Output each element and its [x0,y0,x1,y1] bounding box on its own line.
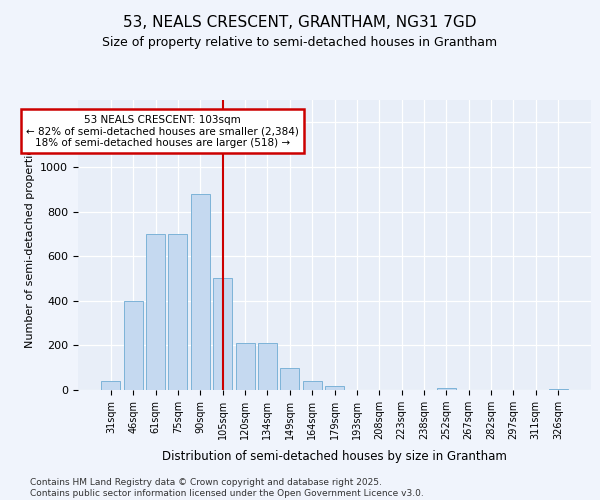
Text: 53 NEALS CRESCENT: 103sqm
← 82% of semi-detached houses are smaller (2,384)
18% : 53 NEALS CRESCENT: 103sqm ← 82% of semi-… [26,114,299,148]
Y-axis label: Number of semi-detached properties: Number of semi-detached properties [25,142,35,348]
Text: 53, NEALS CRESCENT, GRANTHAM, NG31 7GD: 53, NEALS CRESCENT, GRANTHAM, NG31 7GD [123,15,477,30]
Bar [258,343,277,390]
Bar [236,343,254,390]
X-axis label: Distribution of semi-detached houses by size in Grantham: Distribution of semi-detached houses by … [162,450,507,464]
Bar [191,194,210,390]
Bar [146,234,165,390]
Bar [325,386,344,390]
Bar [101,381,121,390]
Bar [302,381,322,390]
Bar [124,301,143,390]
Bar [280,368,299,390]
Bar [169,234,187,390]
Bar [548,389,568,390]
Text: Contains HM Land Registry data © Crown copyright and database right 2025.
Contai: Contains HM Land Registry data © Crown c… [30,478,424,498]
Text: Size of property relative to semi-detached houses in Grantham: Size of property relative to semi-detach… [103,36,497,49]
Bar [437,388,456,390]
Bar [213,278,232,390]
